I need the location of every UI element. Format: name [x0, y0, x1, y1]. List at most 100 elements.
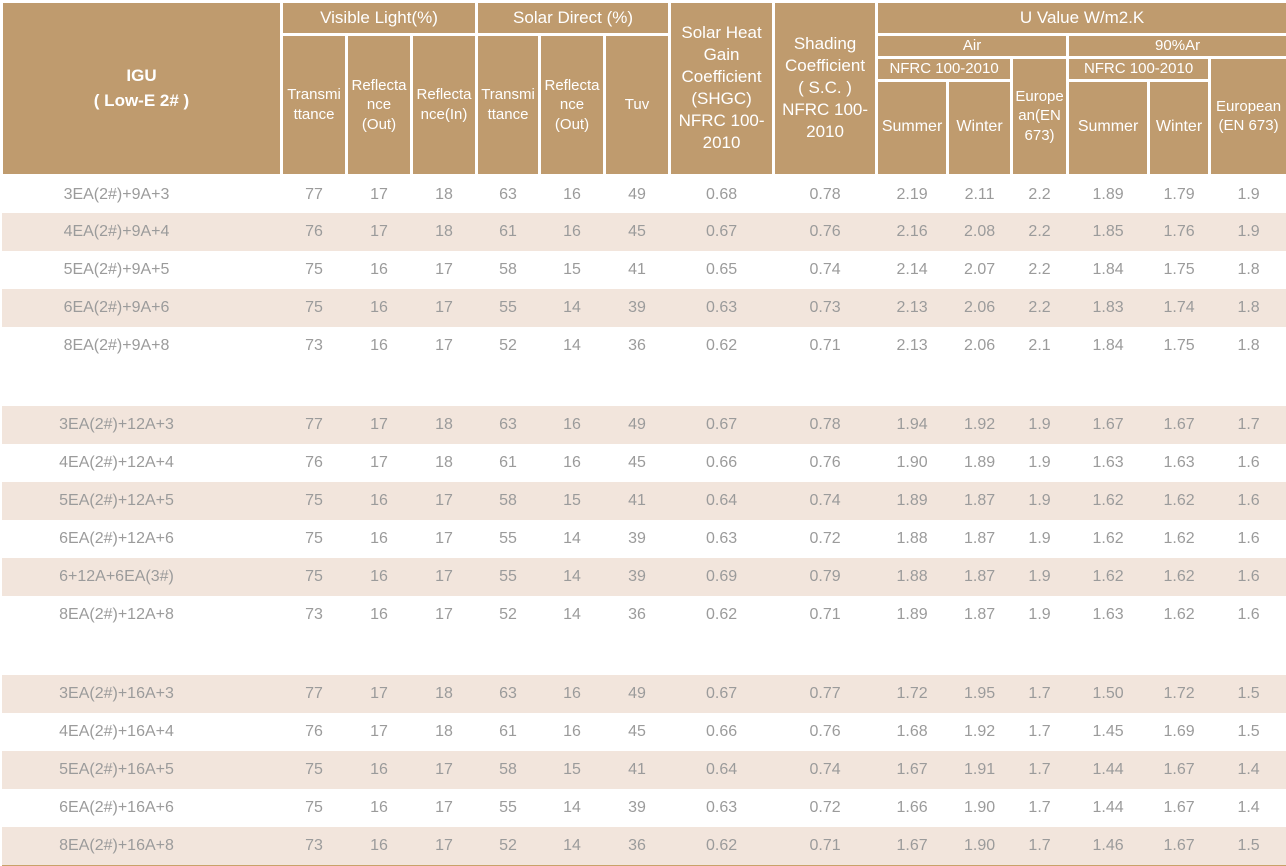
value-cell: 1.6 [1237, 530, 1260, 547]
value-cell: 14 [563, 799, 581, 816]
value-cell: 16 [563, 223, 581, 240]
value-cell: 1.44 [1092, 799, 1124, 816]
value-cell: 0.67 [705, 416, 738, 433]
value-cell: 1.67 [896, 837, 928, 854]
value-cell: 39 [628, 299, 646, 316]
value-cell: 2.2 [1028, 261, 1051, 278]
header-vl-transmittance: Transmi ttance [280, 33, 348, 177]
value-cell: 36 [628, 337, 646, 354]
value-cell: 1.62 [1092, 492, 1124, 509]
value-cell: 0.76 [809, 454, 841, 471]
table-row: 5EA(2#)+9A+5 75 16 17 58 15 41 0.65 0.74 2.14 2.07… [1, 251, 1286, 289]
value-cell: 16 [370, 530, 388, 547]
value-cell: 0.79 [809, 568, 841, 585]
value-cell: 1.72 [1163, 685, 1195, 702]
value-cell: 73 [305, 606, 323, 623]
value-cell: 1.87 [963, 530, 996, 547]
value-cell: 1.9 [1028, 416, 1051, 433]
value-cell: 75 [305, 261, 323, 278]
value-cell: 14 [563, 837, 581, 854]
value-cell: 1.9 [1237, 223, 1260, 240]
header-vl-reflectance-out: Reflecta nce (Out) [345, 33, 413, 177]
header-tuv: Tuv [603, 33, 672, 177]
value-cell: 1.62 [1163, 606, 1195, 623]
table-row: 4EA(2#)+12A+4 76 17 18 61 16 45 0.66 0.76 1.90 1.8… [1, 444, 1286, 482]
value-cell: 1.75 [1163, 261, 1195, 278]
table-row: 8EA(2#)+16A+8 73 16 17 52 14 36 0.62 0.71 1.67 1.9… [1, 827, 1286, 865]
value-cell: 0.72 [809, 799, 841, 816]
value-cell: 1.79 [1163, 185, 1195, 203]
value-cell: 1.63 [1092, 454, 1124, 471]
value-cell: 41 [628, 492, 646, 509]
value-cell: 75 [305, 761, 323, 778]
value-cell: 1.90 [963, 837, 996, 854]
value-cell: 17 [370, 185, 388, 203]
value-cell: 16 [563, 416, 581, 433]
value-cell: 1.6 [1237, 454, 1260, 471]
value-cell: 1.9 [1028, 606, 1051, 623]
table-row: 3EA(2#)+9A+3 77 17 18 63 16 49 0.68 0.78 2.19 2.11… [1, 175, 1286, 213]
value-cell: 1.69 [1163, 723, 1195, 740]
value-cell: 17 [435, 761, 453, 778]
value-cell: 1.8 [1237, 261, 1260, 278]
value-cell: 16 [563, 454, 581, 471]
value-cell: 1.9 [1028, 492, 1051, 509]
value-cell: 1.62 [1163, 492, 1195, 509]
value-cell: 1.89 [896, 606, 928, 623]
value-cell: 1.9 [1028, 568, 1051, 585]
value-cell: 17 [370, 685, 388, 702]
value-cell: 61 [499, 223, 517, 240]
value-cell: 18 [435, 454, 453, 471]
value-cell: 1.7 [1028, 723, 1051, 740]
value-cell: 18 [435, 185, 453, 203]
value-cell: 1.95 [963, 685, 996, 702]
value-cell: 0.74 [809, 761, 841, 778]
value-cell: 63 [499, 685, 517, 702]
value-cell: 1.63 [1092, 606, 1124, 623]
value-cell: 16 [370, 299, 388, 316]
value-cell: 1.92 [963, 416, 996, 433]
value-cell: 1.84 [1092, 337, 1124, 354]
row-label: 4EA(2#)+9A+4 [63, 223, 170, 240]
value-cell: 1.89 [963, 454, 996, 471]
value-cell: 1.5 [1237, 723, 1260, 740]
value-cell: 1.87 [963, 606, 996, 623]
value-cell: 1.5 [1237, 685, 1260, 702]
value-cell: 18 [435, 416, 453, 433]
value-cell: 77 [305, 416, 323, 433]
value-cell: 16 [563, 185, 581, 203]
value-cell: 0.69 [705, 568, 738, 585]
value-cell: 2.13 [896, 337, 928, 354]
value-cell: 1.91 [963, 761, 996, 778]
value-cell: 77 [305, 185, 323, 203]
header-shading-coefficient: Shading Coefficient ( S.C. ) NFRC 100- 2… [772, 0, 879, 177]
value-cell: 45 [628, 223, 646, 240]
value-cell: 16 [563, 685, 581, 702]
value-cell: 18 [435, 685, 453, 702]
value-cell: 63 [499, 416, 517, 433]
value-cell: 1.62 [1092, 530, 1124, 547]
value-cell: 73 [305, 837, 323, 854]
value-cell: 58 [499, 261, 517, 278]
value-cell: 77 [305, 685, 323, 702]
row-label: 4EA(2#)+12A+4 [59, 454, 174, 471]
value-cell: 1.6 [1237, 492, 1260, 509]
header-sd-transmittance: Transmi ttance [475, 33, 542, 177]
value-cell: 0.74 [809, 261, 841, 278]
value-cell: 1.66 [896, 799, 928, 816]
value-cell: 1.9 [1028, 530, 1051, 547]
value-cell: 1.45 [1092, 723, 1124, 740]
value-cell: 2.13 [896, 299, 928, 316]
row-label: 8EA(2#)+12A+8 [59, 606, 174, 623]
value-cell: 41 [628, 761, 646, 778]
value-cell: 1.87 [963, 568, 996, 585]
value-cell: 16 [370, 261, 388, 278]
value-cell: 52 [499, 606, 517, 623]
value-cell: 58 [499, 492, 517, 509]
value-cell: 14 [563, 337, 581, 354]
value-cell: 1.4 [1237, 761, 1260, 778]
header-air: Air [875, 33, 1070, 59]
table-row: 8EA(2#)+9A+8 73 16 17 52 14 36 0.62 0.71 2.13 2.06… [1, 327, 1286, 365]
value-cell: 2.16 [896, 223, 928, 240]
